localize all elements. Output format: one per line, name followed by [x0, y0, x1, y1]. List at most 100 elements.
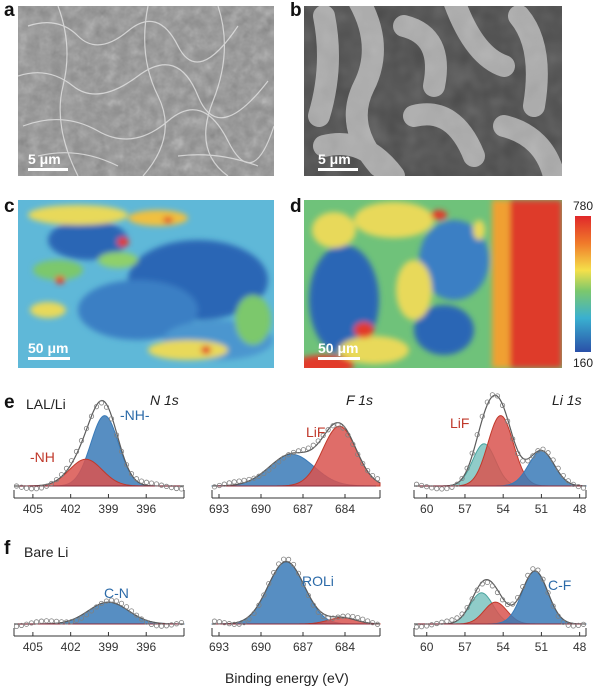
data-point — [504, 601, 511, 608]
data-point — [281, 455, 287, 461]
data-point — [53, 618, 60, 624]
data-point — [23, 621, 30, 627]
data-point — [276, 561, 282, 567]
data-point — [33, 619, 40, 625]
data-point — [464, 465, 470, 471]
data-point — [535, 567, 541, 573]
data-point — [58, 472, 65, 478]
data-point — [515, 450, 521, 457]
panel-label-b: b — [290, 0, 302, 21]
peak-component — [414, 450, 587, 487]
data-point — [231, 621, 237, 627]
data-point — [103, 598, 110, 604]
peak-lif — [212, 425, 381, 487]
x-tick-label: 54 — [497, 502, 511, 516]
data-point — [365, 467, 371, 474]
data-point — [276, 459, 282, 465]
panel-label-f: f — [4, 538, 11, 559]
data-point — [575, 483, 582, 490]
data-point — [143, 479, 150, 485]
data-point — [261, 470, 267, 477]
data-point — [261, 592, 267, 598]
data-point — [53, 477, 60, 483]
peak-roli — [211, 561, 380, 625]
spectrum-title: F 1s — [346, 392, 373, 408]
data-point — [489, 392, 496, 398]
x-tick-label: 693 — [209, 640, 229, 654]
data-point — [168, 484, 175, 491]
peak-component — [414, 601, 586, 625]
x-tick-label: 690 — [251, 640, 271, 654]
data-point — [133, 612, 140, 618]
data-point — [68, 619, 75, 625]
data-point — [58, 619, 65, 625]
envelope-line — [14, 601, 185, 625]
x-tick-label: 60 — [420, 640, 434, 654]
data-point — [335, 422, 341, 428]
data-point — [23, 485, 30, 491]
data-point — [266, 580, 272, 587]
colorbar — [575, 216, 591, 352]
data-point — [469, 596, 475, 602]
data-point — [484, 399, 490, 405]
data-point — [575, 622, 582, 629]
data-point — [173, 621, 180, 627]
data-point — [515, 594, 521, 601]
data-point — [158, 482, 165, 488]
data-point — [226, 480, 232, 486]
data-point — [108, 416, 115, 422]
data-point — [13, 483, 20, 489]
data-point — [439, 486, 445, 492]
peak-label: LiF — [450, 415, 469, 431]
data-point — [103, 404, 110, 410]
data-point — [158, 623, 165, 629]
data-point — [153, 623, 160, 629]
data-point — [374, 476, 381, 482]
data-point — [133, 476, 140, 482]
data-point — [369, 620, 376, 626]
data-point — [520, 458, 526, 464]
data-point — [429, 485, 435, 491]
panel-label-d: d — [290, 196, 302, 217]
data-point — [560, 619, 566, 625]
data-point — [241, 477, 247, 483]
data-point — [211, 618, 218, 624]
data-point — [555, 465, 561, 471]
data-point — [271, 463, 277, 469]
peak-component — [212, 617, 381, 625]
data-point — [494, 589, 501, 596]
data-point — [216, 482, 223, 489]
data-point — [429, 622, 435, 628]
data-point — [340, 613, 346, 619]
data-point — [295, 570, 302, 576]
data-point — [525, 458, 531, 464]
data-point — [330, 423, 336, 429]
peak-component — [414, 443, 586, 487]
data-point — [118, 448, 125, 455]
tof-map-d: 50 μm — [304, 200, 562, 368]
x-tick-label: 687 — [293, 640, 313, 654]
data-point — [374, 621, 381, 627]
peak-label: LiF — [306, 424, 325, 440]
data-point — [570, 481, 576, 487]
data-point — [13, 623, 20, 629]
data-point — [369, 472, 376, 479]
scalebar-b: 5 μm — [318, 151, 358, 171]
peak-lif — [414, 415, 586, 487]
peak-label: C-F — [548, 577, 571, 593]
envelope-line — [211, 421, 381, 487]
data-point — [123, 604, 130, 610]
x-tick-label: 690 — [251, 502, 271, 516]
data-point — [163, 623, 170, 629]
data-point — [285, 556, 292, 562]
data-point — [178, 486, 185, 492]
data-point — [251, 610, 257, 617]
data-point — [178, 619, 185, 626]
data-point — [295, 448, 302, 454]
data-point — [73, 448, 80, 455]
data-point — [28, 486, 35, 492]
data-point — [83, 425, 90, 432]
data-point — [459, 611, 465, 617]
data-point — [310, 602, 316, 608]
x-tick-label: 48 — [573, 640, 587, 654]
